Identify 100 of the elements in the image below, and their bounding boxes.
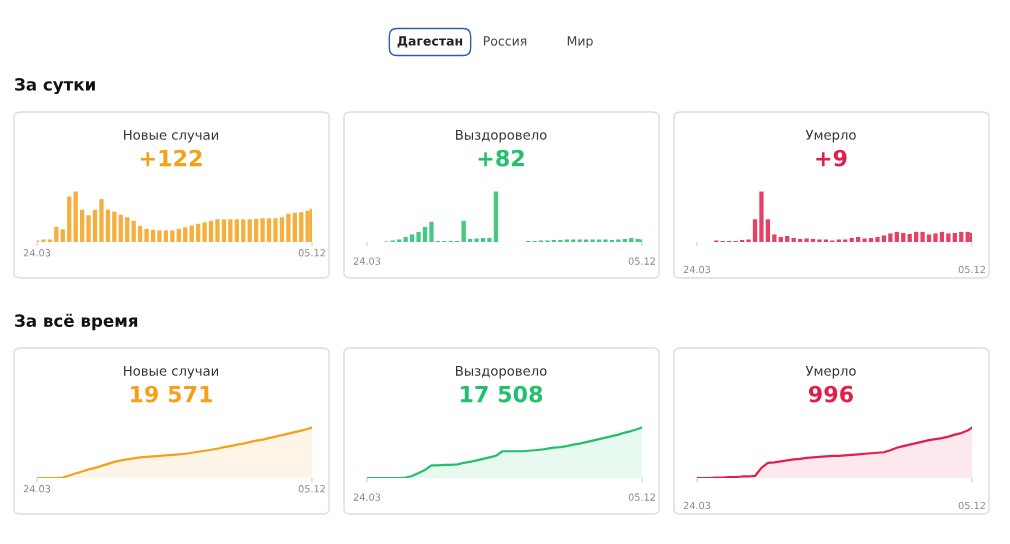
bar — [99, 199, 104, 242]
bar — [823, 239, 829, 242]
x-tick-label: 24.03 — [683, 501, 711, 510]
bar — [144, 228, 149, 242]
text: Мир — [567, 36, 593, 49]
text: За всё время — [15, 313, 138, 331]
bar — [221, 219, 227, 242]
bar — [286, 213, 291, 242]
bar — [60, 229, 65, 242]
bar — [759, 191, 764, 242]
bar — [47, 239, 53, 242]
bar — [429, 221, 434, 242]
bar — [183, 227, 188, 242]
bar — [772, 234, 777, 242]
bar — [170, 230, 175, 242]
bar — [279, 217, 285, 242]
bar — [54, 226, 59, 242]
bar — [907, 233, 912, 242]
bar — [305, 210, 310, 242]
bar — [965, 231, 970, 242]
x-tick-label: 24.03 — [683, 265, 711, 274]
bar — [189, 225, 194, 242]
x-tick-label: 24.03 — [353, 493, 381, 501]
chart-title: Выздоровело — [456, 130, 547, 143]
bar — [868, 237, 874, 242]
bar — [888, 233, 893, 242]
bar — [403, 236, 408, 242]
bar — [125, 217, 130, 242]
bar — [467, 238, 473, 242]
bar — [409, 234, 415, 242]
bar — [480, 237, 486, 242]
bar — [969, 232, 972, 242]
bar — [785, 235, 790, 242]
bar — [234, 219, 239, 242]
chart-title: Новые случаи — [124, 366, 219, 379]
bar — [603, 239, 608, 242]
text: Дагестан — [397, 36, 463, 48]
bar — [959, 231, 964, 242]
bar — [926, 234, 932, 242]
bar — [247, 219, 252, 242]
bar — [253, 218, 259, 242]
bar — [894, 231, 899, 242]
bar — [939, 231, 945, 242]
bar — [875, 236, 880, 242]
bar — [933, 233, 938, 242]
bar — [913, 231, 919, 242]
bar — [215, 219, 220, 242]
bar — [752, 219, 758, 242]
text: Россия — [483, 36, 527, 46]
bar — [474, 238, 479, 242]
bar — [86, 215, 91, 242]
x-tick-label: 05.12 — [298, 249, 325, 257]
x-tick-label: 05.12 — [958, 265, 985, 274]
bar — [112, 211, 117, 242]
text: За сутки — [15, 78, 95, 95]
bar — [571, 239, 576, 242]
bar — [260, 218, 265, 242]
bar — [137, 225, 143, 242]
chart-subtitle: 17 508 — [460, 385, 543, 403]
bar — [577, 239, 582, 242]
bar — [746, 239, 751, 242]
bar — [208, 220, 214, 242]
bar — [778, 236, 783, 242]
bar — [299, 212, 304, 242]
bar — [163, 230, 169, 242]
bar — [176, 228, 181, 242]
x-tick-label: 05.12 — [958, 501, 985, 510]
bar — [849, 237, 854, 242]
bar — [765, 219, 771, 242]
bar — [843, 239, 848, 242]
chart-title: Новые случаи — [124, 130, 219, 143]
bar — [416, 231, 421, 242]
bar — [635, 238, 640, 242]
bar — [461, 220, 466, 242]
bar — [292, 212, 297, 242]
bar — [862, 238, 867, 242]
bar — [817, 239, 822, 242]
bar — [946, 233, 951, 242]
bar — [920, 231, 925, 242]
bar — [41, 239, 46, 242]
chart-subtitle: +122 — [140, 149, 202, 167]
bar — [952, 232, 957, 242]
bar — [855, 236, 861, 242]
bar — [596, 239, 602, 242]
bar — [564, 239, 569, 242]
bar — [195, 223, 201, 242]
bar — [105, 209, 111, 242]
bar — [73, 191, 78, 242]
x-tick-label: 24.03 — [23, 485, 51, 493]
bar — [881, 235, 887, 242]
bar — [616, 239, 621, 242]
bar — [150, 229, 156, 242]
bar — [797, 238, 803, 242]
bar — [92, 209, 98, 242]
bar — [397, 239, 402, 242]
bar — [558, 239, 563, 242]
bar — [901, 232, 906, 242]
chart-subtitle: +9 — [816, 149, 847, 167]
bar — [266, 218, 272, 242]
bar — [118, 214, 123, 242]
